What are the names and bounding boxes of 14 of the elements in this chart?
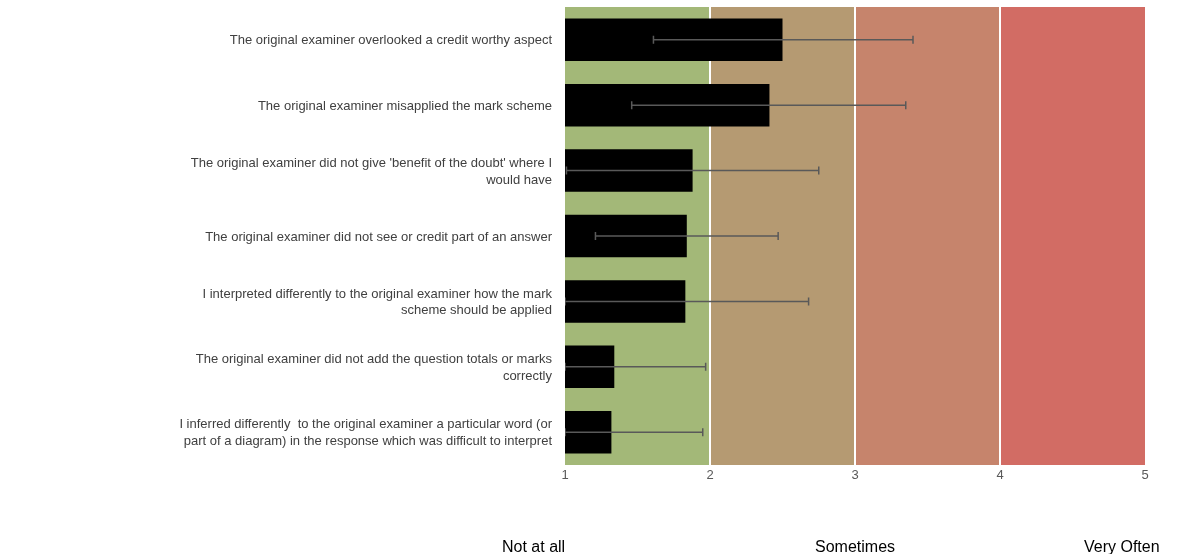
x-tick-label: 3: [851, 467, 859, 482]
y-tick-label: The original examiner overlooked a credit worthy aspect: [229, 32, 553, 48]
y-tick-label: I interpreted differently to the original examiner how the mark scheme should be applied: [202, 285, 553, 318]
text: Not at all: [502, 538, 566, 554]
x-tick-label: 4: [996, 467, 1004, 482]
y-tick-label: The original examiner misapplied the mark scheme: [257, 97, 552, 113]
x-tick-label: 5: [1141, 467, 1149, 482]
y-tick-label: I inferred differently to the original examiner a particular word (or part of a diagram) in the response which was difficult to interpret: [179, 416, 553, 449]
y-tick-label: The original examiner did not add the question totals or marks correctly: [195, 350, 553, 383]
y-tick-label: The original examiner did not give 'benefit of the doubt' where I would have: [190, 154, 552, 187]
x-tick-label: 1: [561, 467, 569, 482]
y-tick-label: The original examiner did not see or credit part of an answer: [205, 228, 553, 244]
text: Sometimes: [815, 538, 896, 554]
x-tick-label: 2: [706, 467, 714, 482]
